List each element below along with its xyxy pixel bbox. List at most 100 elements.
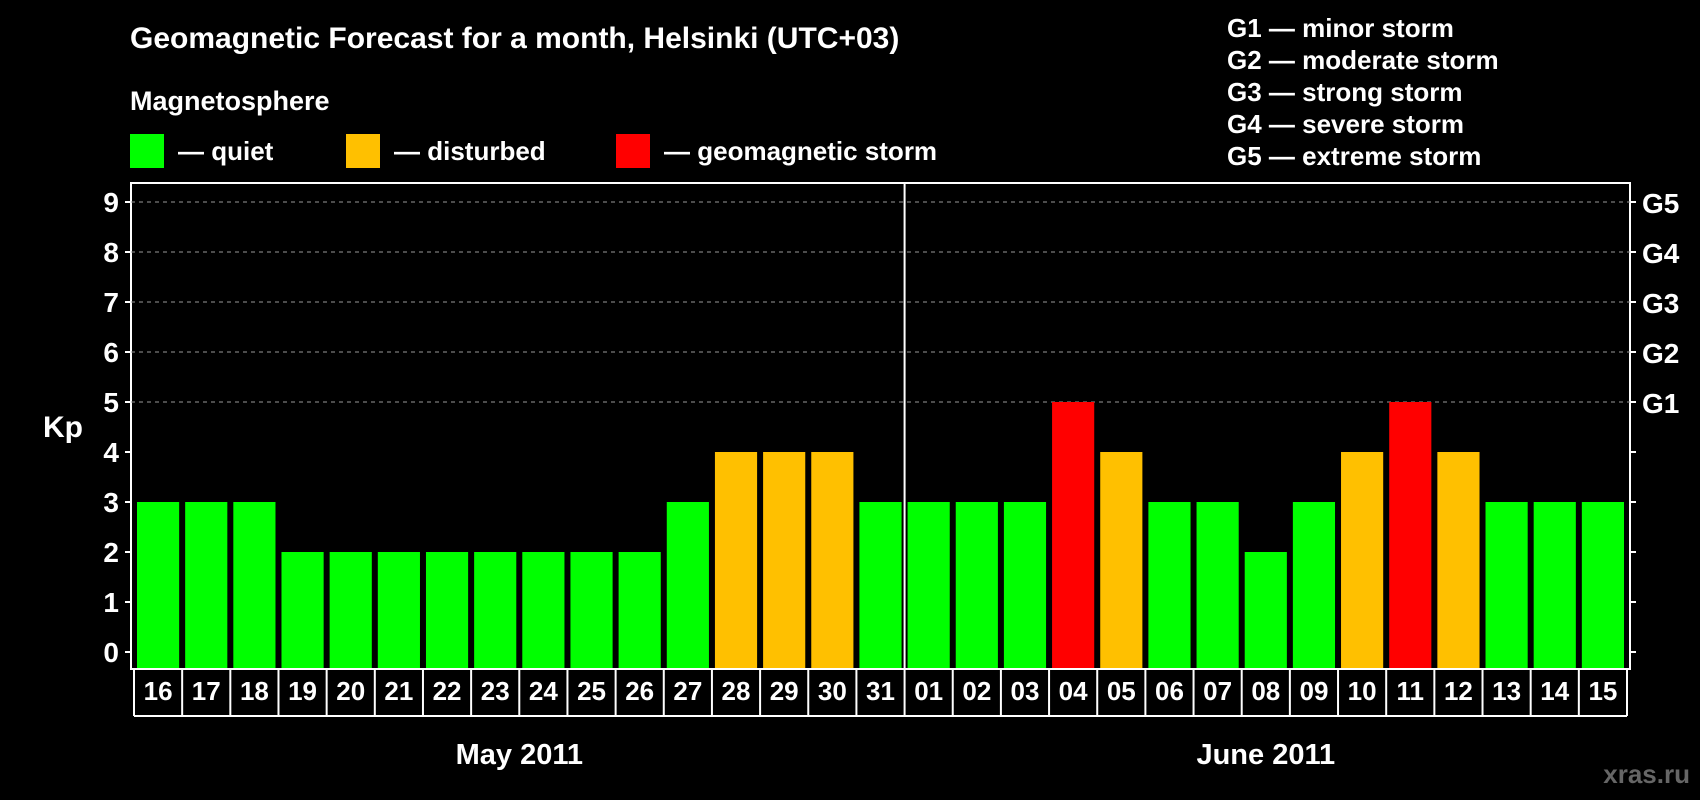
day-label: 24 xyxy=(529,676,558,706)
kp-bar xyxy=(1533,502,1576,668)
day-label: 09 xyxy=(1299,676,1328,706)
legend-quiet-label: — quiet xyxy=(178,135,274,166)
legend-quiet: — quiet xyxy=(130,134,273,168)
day-label: 20 xyxy=(336,676,365,706)
legend-disturbed: — disturbed xyxy=(346,134,546,168)
legend-storm: — geomagnetic storm xyxy=(616,134,937,168)
kp-bar xyxy=(763,452,806,668)
day-label: 14 xyxy=(1540,676,1569,706)
day-label: 21 xyxy=(384,676,413,706)
day-label: 10 xyxy=(1348,676,1377,706)
plot-frame xyxy=(130,182,1631,670)
magnetosphere-label: Magnetosphere xyxy=(130,86,330,116)
day-label: 06 xyxy=(1155,676,1184,706)
day-label: 18 xyxy=(240,676,269,706)
day-label: 12 xyxy=(1444,676,1473,706)
right-g-label: G5 xyxy=(1642,188,1679,219)
right-g-label: G1 xyxy=(1642,388,1679,419)
kp-bar xyxy=(811,452,854,668)
y-tick-label: 7 xyxy=(103,287,119,318)
g-scale-item-g5: G5 — extreme storm xyxy=(1227,141,1482,171)
kp-bar xyxy=(666,502,709,668)
g-scale-legend: G1 — minor storm G2 — moderate storm G3 … xyxy=(1227,12,1499,172)
g-scale-item-g1: G1 — minor storm xyxy=(1227,13,1454,43)
kp-bar xyxy=(1341,452,1384,668)
g-scale-item-g2: G2 — moderate storm xyxy=(1227,45,1499,75)
day-label: 11 xyxy=(1397,676,1425,706)
kp-bar xyxy=(1581,502,1624,668)
kp-bar xyxy=(1100,452,1143,668)
right-g-label: G3 xyxy=(1642,288,1679,319)
y-tick-label: 9 xyxy=(103,187,119,218)
kp-bar xyxy=(570,552,613,668)
y-tick-label: 4 xyxy=(103,437,119,468)
day-label: 04 xyxy=(1059,676,1088,706)
y-tick-label: 8 xyxy=(103,237,119,268)
y-tick-label: 5 xyxy=(103,387,119,418)
month-label: June 2011 xyxy=(1196,739,1335,771)
day-label: 05 xyxy=(1107,676,1136,706)
kp-bar xyxy=(474,552,517,668)
kp-bar xyxy=(1292,502,1336,668)
day-label: 02 xyxy=(962,676,991,706)
g-scale-item-g4: G4 — severe storm xyxy=(1227,109,1465,139)
kp-bar xyxy=(281,552,324,668)
day-label: 25 xyxy=(577,676,606,706)
kp-bar xyxy=(1437,452,1480,668)
legend-disturbed-label: — disturbed xyxy=(394,135,546,166)
day-label: 17 xyxy=(192,676,221,706)
right-g-label: G4 xyxy=(1642,238,1680,269)
kp-bar xyxy=(1244,552,1287,668)
month-label: May 2011 xyxy=(456,739,583,771)
g-scale-item-g3: G3 — strong storm xyxy=(1227,77,1463,107)
day-label: 23 xyxy=(481,676,510,706)
kp-bar xyxy=(1148,502,1191,668)
kp-bar xyxy=(1389,402,1432,668)
day-label: 31 xyxy=(866,676,895,706)
legend-quiet-swatch xyxy=(130,134,164,168)
y-axis-label: Kp xyxy=(43,411,83,444)
kp-bar xyxy=(329,552,372,668)
kp-bar xyxy=(522,552,565,668)
kp-bar xyxy=(1052,402,1095,668)
kp-bar xyxy=(137,502,180,668)
day-label: 28 xyxy=(722,676,751,706)
legend-disturbed-swatch xyxy=(346,134,380,168)
kp-bar xyxy=(907,502,950,668)
y-tick-label: 6 xyxy=(103,337,119,368)
day-label: 07 xyxy=(1203,676,1232,706)
kp-bar xyxy=(1196,502,1239,668)
kp-bar xyxy=(425,552,469,668)
kp-bar xyxy=(185,502,228,668)
y-tick-label: 3 xyxy=(103,487,119,518)
day-label: 27 xyxy=(673,676,702,706)
kp-bar xyxy=(377,552,420,668)
kp-bar xyxy=(859,502,902,668)
kp-bar xyxy=(714,452,758,668)
chart-title: Geomagnetic Forecast for a month, Helsin… xyxy=(130,22,900,55)
y-tick-label: 2 xyxy=(103,537,119,568)
day-label: 30 xyxy=(818,676,847,706)
legend-storm-label: — geomagnetic storm xyxy=(664,135,938,166)
kp-bar xyxy=(955,502,998,668)
y-tick-label: 0 xyxy=(103,637,119,668)
kp-bar xyxy=(233,502,276,668)
day-label: 19 xyxy=(288,676,317,706)
day-label: 16 xyxy=(144,676,173,706)
day-label: 29 xyxy=(770,676,799,706)
legend-storm-swatch xyxy=(616,134,650,168)
kp-bar xyxy=(1003,502,1047,668)
day-label: 26 xyxy=(625,676,654,706)
right-g-label: G2 xyxy=(1642,338,1679,369)
kp-bar xyxy=(1485,502,1528,668)
day-label: 15 xyxy=(1588,676,1617,706)
day-label: 13 xyxy=(1492,676,1521,706)
y-tick-label: 1 xyxy=(103,587,119,618)
kp-bar xyxy=(618,552,661,668)
day-label: 08 xyxy=(1251,676,1280,706)
day-label: 03 xyxy=(1011,676,1040,706)
watermark: xras.ru xyxy=(1603,759,1690,789)
day-label: 22 xyxy=(433,676,462,706)
day-label: 01 xyxy=(914,676,943,706)
